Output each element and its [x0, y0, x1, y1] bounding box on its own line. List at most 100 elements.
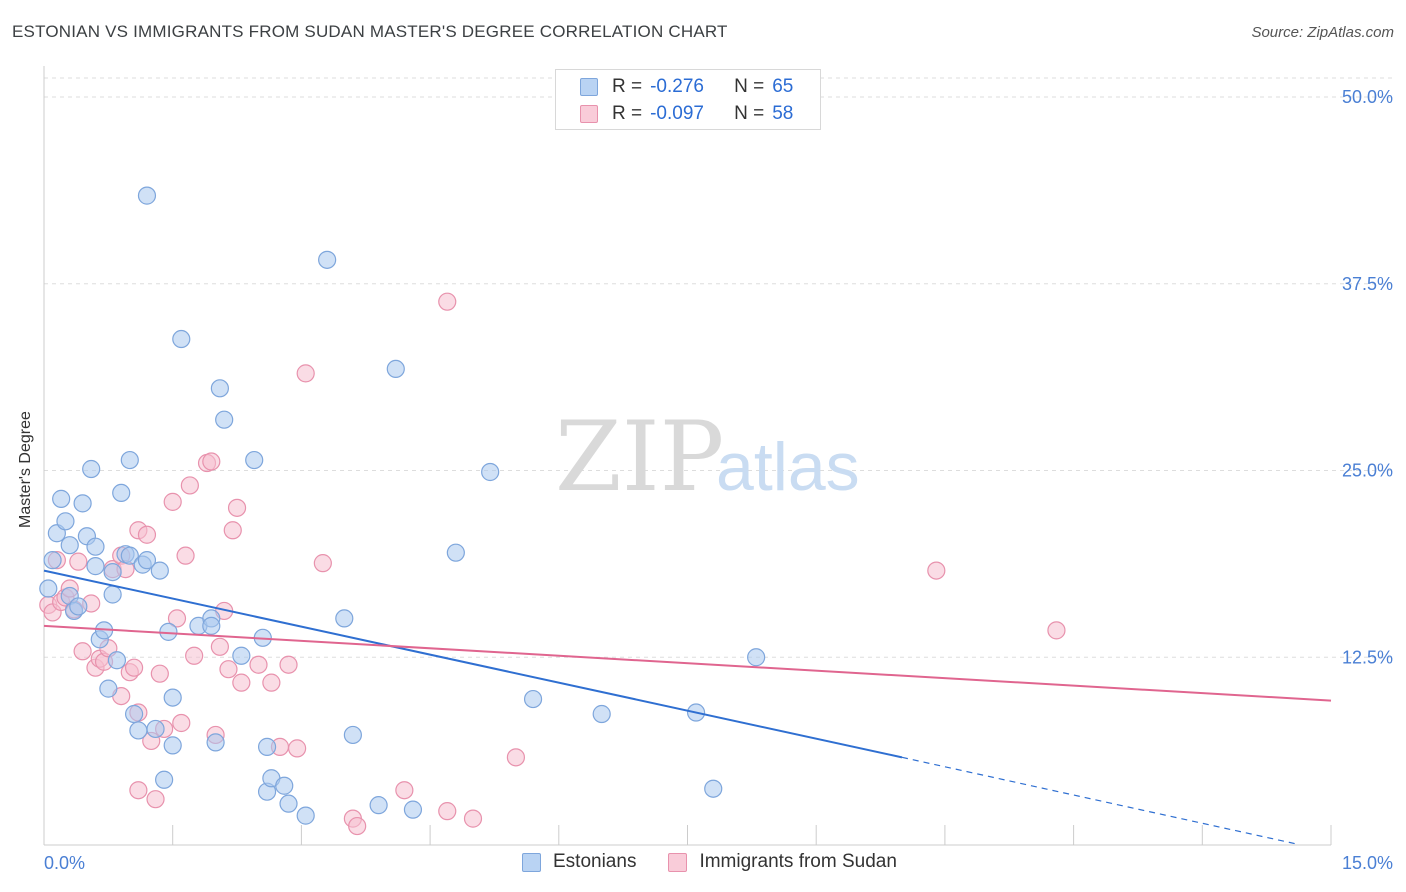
trend-line-immigrants-from-sudan — [43, 624, 1332, 702]
estonian-point — [215, 410, 234, 429]
chart-title: ESTONIAN VS IMMIGRANTS FROM SUDAN MASTER… — [12, 22, 728, 41]
estonian-point — [124, 704, 144, 724]
trend-lines — [43, 569, 1332, 845]
estonian-point — [335, 609, 354, 628]
estonian-point — [592, 704, 611, 724]
sudan-point — [1047, 621, 1066, 640]
estonian-point — [279, 794, 298, 813]
estonian-point — [56, 512, 75, 531]
legend-swatch-pink — [668, 852, 688, 872]
sudan-point — [313, 554, 332, 573]
legend-item-immigrants-from-sudan: Immigrants from Sudan — [668, 851, 897, 873]
sudan-point — [176, 546, 195, 565]
x-tick-label-max: 15.0% — [1342, 853, 1393, 873]
legend-n-label: N = — [734, 76, 765, 97]
estonian-point — [386, 359, 405, 379]
axes — [43, 66, 1332, 846]
estonian-point — [69, 597, 88, 616]
estonian-point — [60, 536, 79, 555]
y-tick-label: 25.0% — [1342, 461, 1393, 481]
legend-r-label: R = — [612, 103, 643, 124]
estonian-point — [446, 543, 465, 562]
estonian-point — [120, 546, 139, 565]
grid-lines — [44, 77, 1392, 658]
legend-swatch-blue — [580, 78, 598, 96]
tick-labels: 12.5% 25.0% 37.5% 50.0% 0.0% 15.0% — [44, 87, 1393, 873]
estonian-point — [245, 450, 264, 470]
legend-label-immigrants-from-sudan: Immigrants from Sudan — [699, 851, 897, 872]
sudan-point — [348, 816, 367, 836]
legend-n-label: N = — [734, 103, 765, 124]
legend-label-estonians: Estonians — [553, 851, 637, 872]
estonian-point — [112, 483, 131, 503]
sudan-point — [129, 781, 148, 800]
sudan-point — [150, 664, 169, 683]
estonian-point — [704, 779, 723, 798]
sudan-point — [185, 646, 204, 665]
sudan-point — [73, 642, 92, 661]
y-axis-title: Master's Degree — [17, 411, 34, 528]
estonian-point — [403, 800, 423, 819]
sudan-point — [288, 739, 307, 758]
sudan-point — [438, 292, 457, 311]
estonian-point — [747, 648, 766, 667]
estonian-point — [163, 688, 182, 707]
legend-swatch-pink — [580, 105, 598, 123]
estonian-point — [257, 737, 277, 756]
y-tick-label: 12.5% — [1342, 647, 1393, 667]
estonian-point — [103, 562, 122, 582]
sudan-point — [249, 655, 268, 674]
sudan-point — [463, 809, 483, 828]
sudan-point — [506, 748, 526, 767]
estonian-point — [99, 679, 118, 698]
y-tick-label: 50.0% — [1342, 87, 1393, 107]
estonian-point — [120, 450, 139, 470]
sudan-point — [223, 521, 242, 540]
sudan-point — [210, 637, 229, 656]
legend-row-immigrants-from-sudan: R = -0.097 N = 58 — [580, 102, 793, 126]
sudan-point — [927, 561, 946, 580]
estonian-point — [155, 770, 174, 789]
watermark-zip: ZIP — [555, 401, 724, 513]
estonian-point — [232, 646, 251, 665]
estonian-point — [150, 561, 169, 580]
estonian-point — [481, 462, 500, 482]
legend-n-value: 65 — [772, 76, 794, 97]
sudan-point — [146, 790, 165, 809]
sudan-point — [137, 525, 157, 544]
legend-swatch-blue — [522, 852, 541, 872]
estonian-point — [137, 186, 157, 205]
sudan-point — [124, 658, 144, 677]
legend-r-value: -0.097 — [650, 103, 704, 124]
sudan-point — [167, 609, 187, 628]
estonian-point — [137, 551, 157, 570]
legend-item-estonians: Estonians — [522, 851, 636, 873]
estonian-point — [163, 736, 182, 755]
sudan-point — [262, 673, 281, 692]
series-estonians — [39, 186, 766, 825]
sudan-point — [163, 492, 182, 511]
estonian-point — [296, 806, 315, 825]
trend-line-estonians-extrapolated — [901, 756, 1297, 845]
estonian-point — [202, 616, 221, 635]
sudan-point — [180, 476, 199, 495]
estonian-point — [39, 579, 58, 598]
legend-r-value: -0.276 — [650, 76, 704, 97]
sudan-point — [296, 364, 315, 383]
sudan-point — [219, 660, 238, 679]
estonian-point — [172, 329, 191, 349]
sudan-point — [172, 713, 191, 733]
sudan-point — [279, 655, 298, 674]
legend-n-value: 58 — [772, 103, 794, 124]
y-tick-label: 37.5% — [1342, 274, 1393, 294]
estonian-point — [318, 250, 337, 269]
sudan-point — [69, 552, 88, 571]
estonian-point — [82, 459, 101, 479]
sudan-point — [395, 781, 414, 800]
watermark-atlas: atlas — [716, 429, 860, 505]
estonian-point — [369, 796, 388, 815]
x-tick-label-min: 0.0% — [44, 853, 85, 873]
estonian-point — [103, 585, 122, 604]
legend-r-label: R = — [612, 76, 643, 97]
